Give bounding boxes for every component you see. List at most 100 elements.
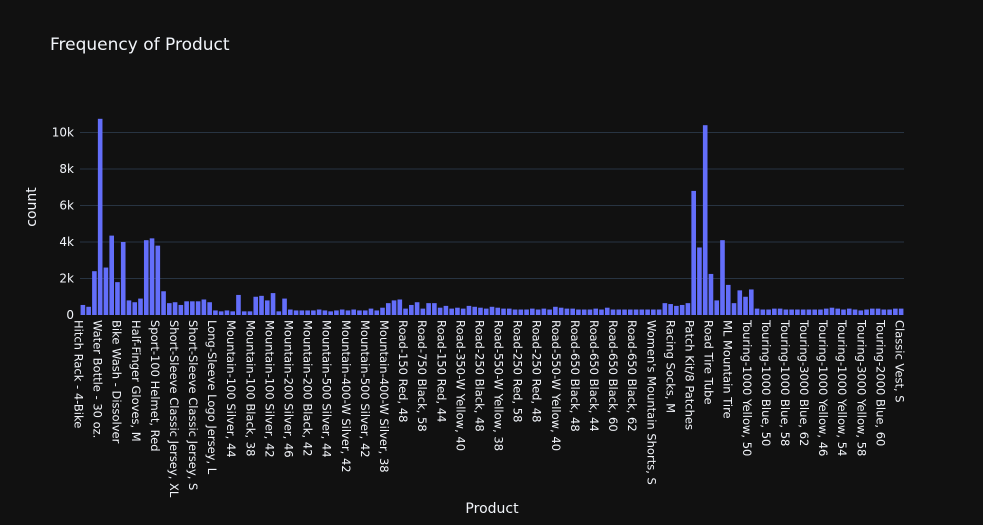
- bar[interactable]: [530, 308, 535, 315]
- bar[interactable]: [495, 307, 501, 315]
- bar[interactable]: [674, 305, 679, 316]
- bar[interactable]: [691, 190, 696, 315]
- bar[interactable]: [541, 308, 547, 315]
- bar[interactable]: [483, 308, 489, 315]
- bar[interactable]: [311, 310, 316, 315]
- bar[interactable]: [391, 300, 397, 315]
- bar[interactable]: [610, 309, 616, 315]
- bar[interactable]: [247, 311, 253, 315]
- bar[interactable]: [875, 308, 881, 315]
- bar[interactable]: [639, 309, 645, 315]
- bar[interactable]: [570, 308, 575, 315]
- bar[interactable]: [512, 309, 518, 315]
- bar[interactable]: [518, 309, 524, 315]
- bar[interactable]: [576, 309, 581, 315]
- bar[interactable]: [195, 301, 201, 315]
- bar[interactable]: [818, 309, 823, 315]
- bar[interactable]: [184, 301, 189, 315]
- bar[interactable]: [887, 309, 892, 315]
- bar[interactable]: [535, 309, 541, 315]
- bar[interactable]: [806, 309, 812, 315]
- bar[interactable]: [403, 308, 408, 315]
- bar[interactable]: [731, 303, 737, 315]
- bar[interactable]: [97, 118, 103, 315]
- bar[interactable]: [224, 310, 230, 315]
- bar[interactable]: [720, 240, 725, 315]
- bar[interactable]: [478, 307, 483, 315]
- bar[interactable]: [506, 308, 512, 315]
- bar[interactable]: [397, 299, 403, 315]
- bar[interactable]: [800, 309, 806, 315]
- bar[interactable]: [409, 304, 414, 315]
- bar[interactable]: [368, 308, 374, 315]
- bar[interactable]: [466, 305, 472, 316]
- bar[interactable]: [812, 309, 817, 315]
- bar[interactable]: [852, 309, 858, 315]
- bar[interactable]: [789, 309, 794, 315]
- bar[interactable]: [253, 296, 259, 315]
- bar[interactable]: [357, 310, 362, 315]
- bar[interactable]: [109, 235, 114, 315]
- bar[interactable]: [92, 271, 97, 315]
- bar[interactable]: [553, 306, 558, 315]
- bar[interactable]: [380, 307, 385, 315]
- bar[interactable]: [835, 308, 841, 315]
- bar[interactable]: [558, 307, 564, 315]
- bar[interactable]: [155, 245, 161, 315]
- bar[interactable]: [334, 310, 339, 315]
- bar[interactable]: [864, 309, 869, 315]
- bar[interactable]: [777, 308, 783, 315]
- bar[interactable]: [339, 309, 345, 315]
- bar[interactable]: [449, 308, 454, 315]
- bar[interactable]: [161, 291, 166, 315]
- bar[interactable]: [328, 311, 333, 315]
- bar[interactable]: [651, 309, 656, 315]
- bar[interactable]: [846, 308, 852, 315]
- bar[interactable]: [86, 306, 91, 315]
- bar[interactable]: [241, 311, 247, 315]
- bar[interactable]: [264, 300, 270, 315]
- bar[interactable]: [881, 309, 887, 315]
- bar[interactable]: [501, 308, 506, 315]
- bar[interactable]: [201, 299, 207, 315]
- bar[interactable]: [236, 294, 241, 315]
- bar[interactable]: [737, 290, 743, 315]
- bar[interactable]: [305, 310, 310, 315]
- bar[interactable]: [178, 304, 184, 315]
- bar[interactable]: [599, 309, 604, 315]
- bar[interactable]: [138, 298, 143, 315]
- bar[interactable]: [489, 306, 495, 315]
- bar[interactable]: [893, 308, 898, 315]
- bar[interactable]: [633, 309, 639, 315]
- bar[interactable]: [645, 309, 650, 315]
- bar[interactable]: [426, 303, 431, 315]
- bar[interactable]: [143, 240, 149, 315]
- bar[interactable]: [455, 307, 460, 315]
- bar[interactable]: [772, 308, 777, 315]
- bar[interactable]: [702, 125, 708, 315]
- bar[interactable]: [697, 247, 702, 315]
- bar[interactable]: [132, 302, 138, 315]
- bar[interactable]: [432, 303, 437, 315]
- bar[interactable]: [288, 309, 293, 315]
- bar[interactable]: [120, 242, 126, 315]
- bar[interactable]: [385, 303, 391, 315]
- bar[interactable]: [662, 303, 668, 315]
- bar[interactable]: [829, 307, 835, 315]
- bar[interactable]: [898, 308, 904, 315]
- bar[interactable]: [870, 308, 875, 315]
- bar[interactable]: [218, 311, 224, 315]
- bar[interactable]: [207, 302, 212, 315]
- bar[interactable]: [858, 310, 864, 315]
- bar[interactable]: [564, 308, 570, 315]
- bar[interactable]: [622, 309, 627, 315]
- bar[interactable]: [126, 300, 132, 315]
- bar[interactable]: [322, 310, 328, 315]
- bar[interactable]: [679, 304, 685, 315]
- bar[interactable]: [316, 309, 322, 315]
- bar[interactable]: [460, 308, 466, 315]
- bar[interactable]: [362, 310, 368, 315]
- bar[interactable]: [743, 296, 748, 315]
- bar[interactable]: [627, 309, 633, 315]
- bar[interactable]: [345, 310, 351, 315]
